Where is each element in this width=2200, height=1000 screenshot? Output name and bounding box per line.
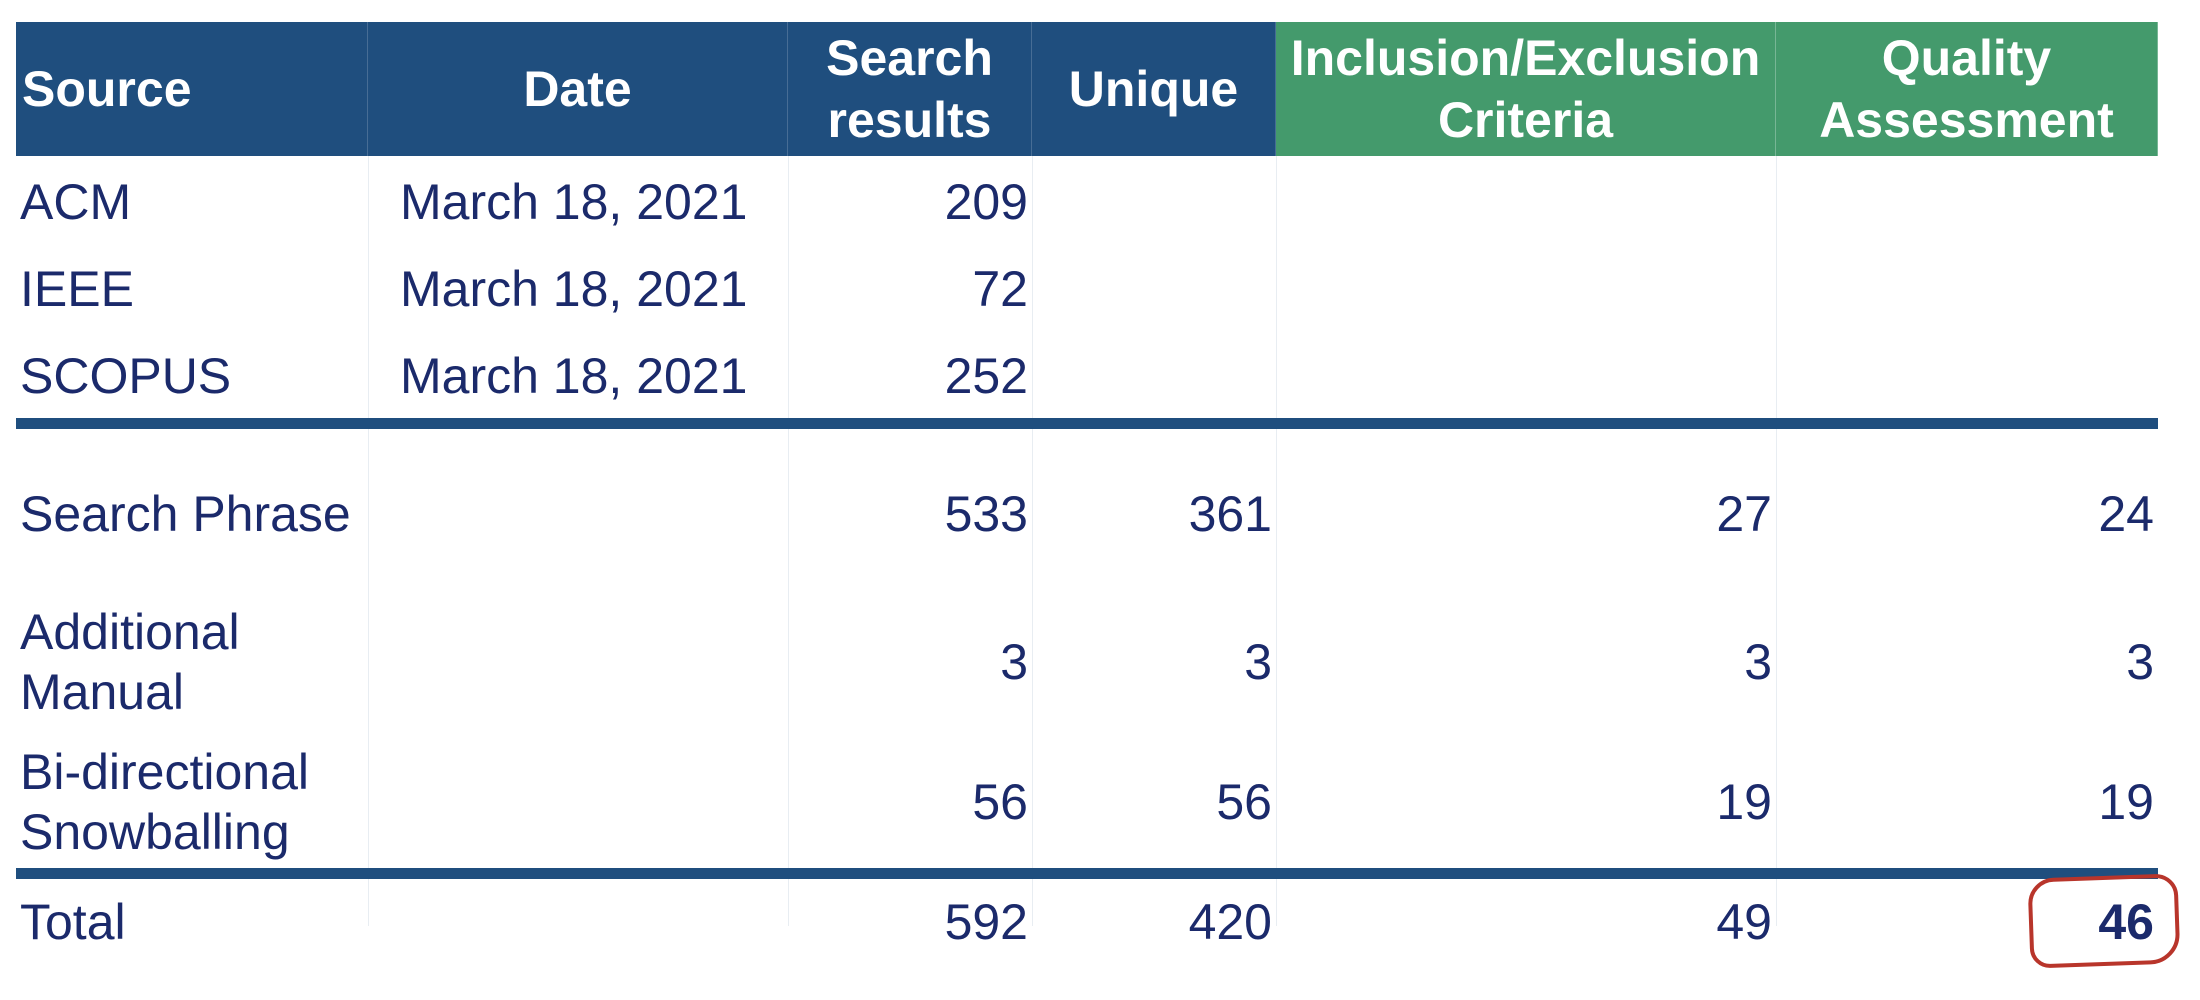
header-unique-label: Unique	[1068, 61, 1239, 117]
table-row: Bi-directional Snowballing 56 56 19 19	[16, 742, 2158, 862]
systematic-review-table: Source Date Search results Unique Inclus…	[16, 22, 2158, 950]
source-cell-line2: Snowballing	[20, 804, 290, 860]
header-search-results-line2: results	[827, 92, 992, 148]
date-cell: March 18, 2021	[400, 174, 748, 230]
source-cell: ACM	[20, 174, 132, 230]
column-divider	[368, 156, 369, 926]
header-quality-assessment: Quality Assessment	[1776, 22, 2158, 156]
table-row: Additional Manual 3 3 3 3	[16, 602, 2158, 722]
total-unique: 420	[1188, 894, 1272, 950]
search-results-cell: 252	[944, 348, 1028, 404]
search-results-cell: 533	[944, 486, 1028, 542]
source-cell: SCOPUS	[20, 348, 232, 404]
quality-cell: 3	[2126, 634, 2154, 690]
header-quality-line2: Assessment	[1819, 92, 2114, 148]
unique-cell: 56	[1216, 774, 1272, 830]
quality-cell: 19	[2098, 774, 2154, 830]
source-cell-line1: Bi-directional	[20, 744, 310, 800]
date-cell: March 18, 2021	[400, 348, 748, 404]
source-cell-line2: Manual	[20, 664, 184, 720]
table-row: IEEE March 18, 2021 72	[16, 259, 2158, 319]
inclusion-cell: 3	[1744, 634, 1772, 690]
source-cell: IEEE	[20, 261, 134, 317]
total-row: Total 592 420 49 46	[16, 892, 2158, 952]
table-row: SCOPUS March 18, 2021 252	[16, 346, 2158, 406]
total-quality: 46	[2098, 894, 2154, 950]
search-results-cell: 56	[972, 774, 1028, 830]
source-cell-line1: Additional	[20, 604, 240, 660]
column-divider	[788, 156, 789, 926]
inclusion-cell: 27	[1716, 486, 1772, 542]
header-search-results-label: Search results	[826, 27, 993, 151]
header-inclusion-exclusion: Inclusion/Exclusion Criteria	[1276, 22, 1776, 156]
search-results-cell: 3	[1000, 634, 1028, 690]
table-row: Search Phrase 533 361 27 24	[16, 484, 2158, 544]
header-source: Source	[16, 22, 368, 156]
highlight-circle-annotation	[2027, 873, 2181, 969]
header-source-label: Source	[22, 61, 192, 117]
header-inclusion-line2: Criteria	[1437, 92, 1614, 148]
header-inclusion-line1: Inclusion/Exclusion	[1290, 30, 1761, 86]
table-header-row: Source Date Search results Unique Inclus…	[16, 22, 2158, 156]
total-search-results: 592	[944, 894, 1028, 950]
source-cell: Search Phrase	[20, 486, 351, 542]
header-date: Date	[368, 22, 788, 156]
header-date-label: Date	[523, 61, 632, 117]
date-cell: March 18, 2021	[400, 261, 748, 317]
section-divider	[16, 418, 2158, 429]
column-divider	[1776, 156, 1777, 926]
search-results-cell: 72	[972, 261, 1028, 317]
header-search-results-line1: Search	[826, 30, 993, 86]
column-divider	[1276, 156, 1277, 926]
total-inclusion: 49	[1716, 894, 1772, 950]
header-unique: Unique	[1032, 22, 1276, 156]
column-divider	[1032, 156, 1033, 926]
total-divider	[16, 868, 2158, 879]
quality-cell: 24	[2098, 486, 2154, 542]
table-row: ACM March 18, 2021 209	[16, 172, 2158, 232]
total-label: Total	[20, 894, 126, 950]
unique-cell: 361	[1188, 486, 1272, 542]
unique-cell: 3	[1244, 634, 1272, 690]
header-search-results: Search results	[788, 22, 1032, 156]
inclusion-cell: 19	[1716, 774, 1772, 830]
header-quality-line1: Quality	[1881, 30, 2052, 86]
header-inclusion-label: Inclusion/Exclusion Criteria	[1291, 27, 1761, 151]
header-quality-label: Quality Assessment	[1819, 27, 2114, 151]
search-results-cell: 209	[944, 174, 1028, 230]
